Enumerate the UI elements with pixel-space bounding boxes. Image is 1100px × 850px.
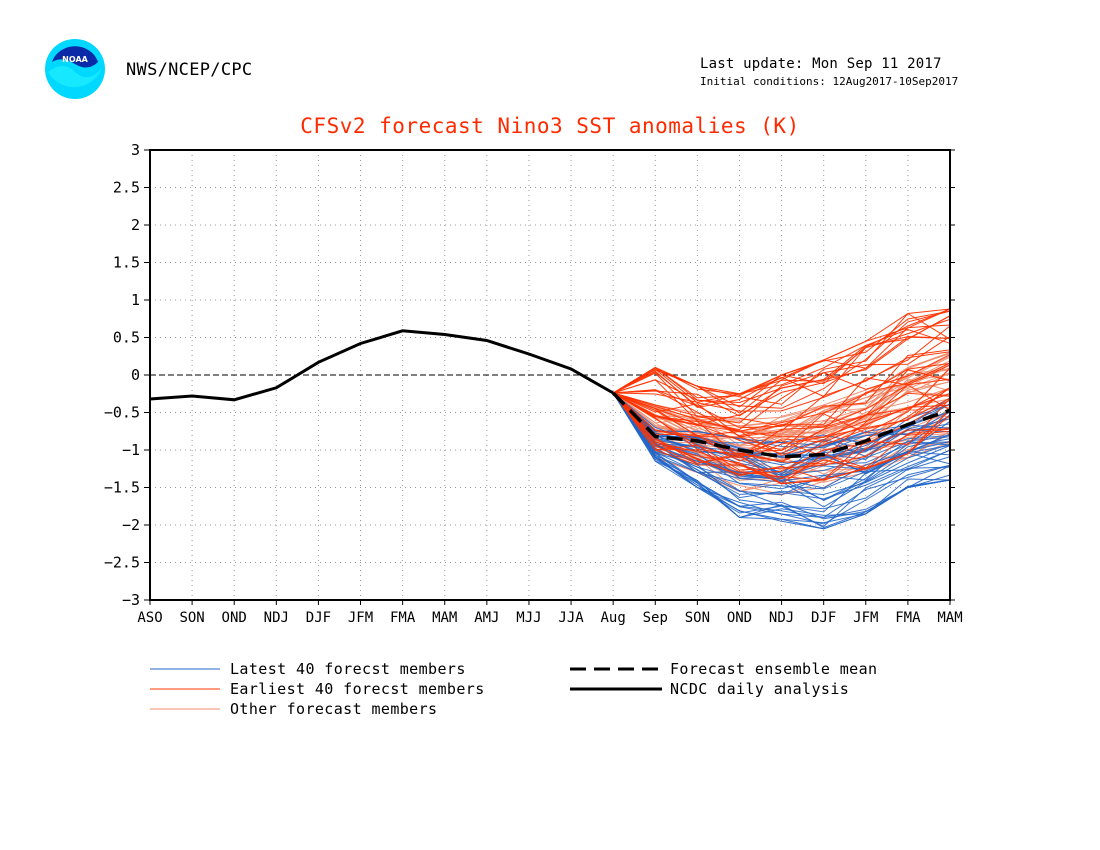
initial-conditions: Initial conditions: 12Aug2017-10Sep2017: [700, 75, 959, 88]
legend-mean-label: Forecast ensemble mean: [670, 660, 878, 678]
earliest-member-line: [612, 392, 951, 481]
x-tick-label: NDJ: [264, 610, 289, 626]
x-tick-label: Sep: [643, 610, 668, 626]
legend-latest-label: Latest 40 forecst members: [230, 660, 466, 678]
x-tick-label: MAM: [432, 610, 457, 626]
x-tick-label: AMJ: [474, 610, 499, 626]
y-tick-label: 0: [131, 366, 140, 384]
x-tick-label: OND: [222, 610, 247, 626]
earliest-member-line: [612, 336, 951, 424]
x-tick-label: NDJ: [769, 610, 794, 626]
y-tick-label: −1.5: [104, 479, 140, 497]
earliest-member-line: [612, 325, 951, 412]
earliest-member-line: [612, 310, 951, 409]
analysis-line: [149, 329, 614, 402]
earliest-member-line: [612, 351, 951, 438]
latest-member-line: [612, 392, 951, 500]
x-tick-label: MJJ: [516, 610, 541, 626]
ensemble-mean-line: [611, 391, 951, 459]
latest-member-line: [612, 392, 951, 518]
earliest-member-line: [613, 364, 951, 437]
org-name: NWS/NCEP/CPC: [126, 60, 253, 80]
x-tick-label: FMA: [390, 610, 416, 626]
earliest-member-line: [612, 324, 951, 414]
x-tick-label: JFM: [853, 610, 878, 626]
y-tick-label: −2.5: [104, 554, 140, 572]
legend-other-label: Other forecast members: [230, 700, 438, 718]
earliest-member-line: [612, 335, 951, 409]
y-tick-label: −1: [122, 441, 140, 459]
earliest-member-line: [612, 387, 951, 465]
y-tick-label: 0.5: [113, 329, 140, 347]
x-tick-label: FMA: [895, 610, 921, 626]
latest-member-line: [612, 392, 951, 527]
latest-member-line: [612, 392, 951, 445]
latest-member-line: [612, 392, 951, 479]
latest-member-line: [612, 392, 951, 476]
latest-member-line: [612, 392, 951, 490]
latest-member-line: [612, 392, 951, 519]
y-tick-label: 2.5: [113, 179, 140, 197]
earliest-member-line: [612, 384, 951, 458]
earliest-member-line: [612, 362, 951, 432]
latest-member-line: [612, 392, 951, 530]
earliest-member-line: [613, 392, 951, 457]
y-tick-label: 2: [131, 216, 140, 234]
earliest-member-line: [612, 312, 951, 405]
x-tick-label: Aug: [601, 610, 626, 626]
earliest-member-line: [613, 336, 951, 425]
logo-text: NOAA: [62, 55, 88, 64]
x-tick-label: MAM: [937, 610, 962, 626]
x-tick-label: JJA: [558, 610, 584, 626]
x-tick-label: DJF: [306, 610, 331, 626]
x-tick-label: SON: [179, 610, 204, 626]
x-tick-label: JFM: [348, 610, 373, 626]
legend-analysis-label: NCDC daily analysis: [670, 680, 850, 698]
earliest-member-line: [612, 392, 951, 465]
main-lines-layer: [149, 329, 951, 459]
other-member-line: [612, 381, 951, 460]
x-tick-label: SON: [685, 610, 710, 626]
y-tick-label: −2: [122, 516, 140, 534]
chart-title: CFSv2 forecast Nino3 SST anomalies (K): [300, 114, 800, 138]
earliest-member-line: [612, 308, 951, 395]
earliest-member-line: [612, 392, 951, 471]
legend-other-swatch: [150, 708, 220, 710]
ensemble-members-layer: [612, 308, 951, 530]
y-tick-label: −3: [122, 591, 140, 609]
legend-earliest-swatch: [150, 688, 220, 690]
x-tick-label: DJF: [811, 610, 836, 626]
earliest-member-line: [612, 387, 951, 458]
noaa-logo: NOAA: [45, 39, 105, 99]
earliest-member-line: [612, 392, 951, 480]
legend-mean-swatch: [570, 667, 662, 671]
earliest-member-line: [613, 349, 951, 429]
x-tick-label: ASO: [137, 610, 162, 626]
grid-layer: [150, 150, 950, 600]
legend-earliest-label: Earliest 40 forecst members: [230, 680, 485, 698]
y-tick-label: 1: [131, 291, 140, 309]
earliest-member-line: [613, 354, 951, 431]
y-tick-label: 1.5: [113, 254, 140, 272]
last-update: Last update: Mon Sep 11 2017: [700, 56, 942, 72]
x-tick-label: OND: [727, 610, 752, 626]
y-tick-label: 3: [131, 141, 140, 159]
y-tick-label: −0.5: [104, 404, 140, 422]
legend-latest-swatch: [150, 668, 220, 670]
legend-analysis-swatch: [570, 687, 662, 691]
earliest-member-line: [612, 367, 951, 451]
